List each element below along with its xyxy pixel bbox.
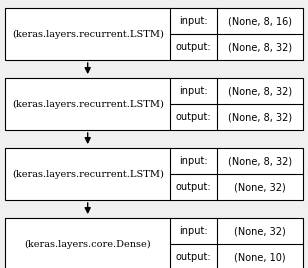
Text: (None, 8, 32): (None, 8, 32) bbox=[228, 86, 292, 96]
Bar bbox=[5, 8, 303, 60]
Text: (None, 8, 32): (None, 8, 32) bbox=[228, 42, 292, 52]
Text: (None, 8, 32): (None, 8, 32) bbox=[228, 112, 292, 122]
Text: (None, 32): (None, 32) bbox=[234, 182, 286, 192]
Text: (keras.layers.recurrent.LSTM): (keras.layers.recurrent.LSTM) bbox=[12, 99, 164, 109]
Text: output:: output: bbox=[176, 112, 211, 122]
Text: (keras.layers.recurrent.LSTM): (keras.layers.recurrent.LSTM) bbox=[12, 169, 164, 178]
Bar bbox=[5, 78, 303, 130]
Text: output:: output: bbox=[176, 182, 211, 192]
Text: (keras.layers.recurrent.LSTM): (keras.layers.recurrent.LSTM) bbox=[12, 29, 164, 39]
Text: input:: input: bbox=[179, 16, 208, 26]
Text: (None, 32): (None, 32) bbox=[234, 226, 286, 236]
Text: (None, 8, 32): (None, 8, 32) bbox=[228, 156, 292, 166]
Text: output:: output: bbox=[176, 252, 211, 262]
Text: (keras.layers.core.Dense): (keras.layers.core.Dense) bbox=[24, 239, 151, 248]
Bar bbox=[5, 148, 303, 200]
Text: output:: output: bbox=[176, 42, 211, 52]
Text: input:: input: bbox=[179, 86, 208, 96]
Text: input:: input: bbox=[179, 226, 208, 236]
Text: (None, 8, 16): (None, 8, 16) bbox=[228, 16, 292, 26]
Text: input:: input: bbox=[179, 156, 208, 166]
Text: (None, 10): (None, 10) bbox=[234, 252, 286, 262]
Bar bbox=[5, 218, 303, 268]
